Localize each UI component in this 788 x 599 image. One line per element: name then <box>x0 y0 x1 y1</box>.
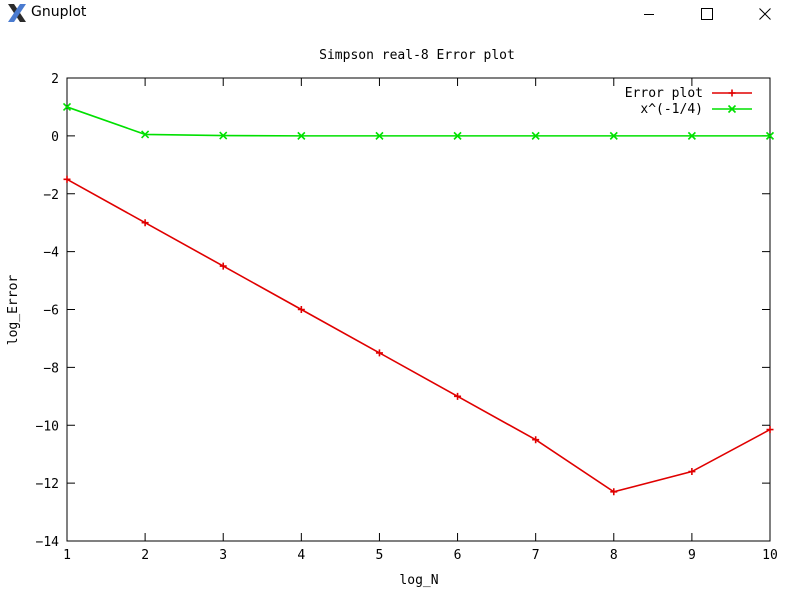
y-axis-label: log_Error <box>6 275 21 346</box>
window-titlebar: Gnuplot <box>0 0 788 28</box>
series-1-point <box>688 468 696 476</box>
series-line-1 <box>66 178 771 493</box>
gnuplot-logo-icon <box>8 4 26 22</box>
series-2-point <box>62 102 72 112</box>
series-1-point <box>141 219 149 227</box>
x-tick-label: 8 <box>610 548 618 563</box>
series-2-point <box>687 131 696 140</box>
y-tick-label: −10 <box>36 419 59 434</box>
series-group <box>62 102 775 496</box>
series-2-point <box>765 131 775 140</box>
x-tick-label: 3 <box>219 548 227 563</box>
x-axis-label: log_N <box>399 573 438 588</box>
series-1-point <box>766 426 774 434</box>
plot-area: Simpson real-8 Error plot log_N log_Erro… <box>0 28 788 595</box>
y-tick-label: −14 <box>36 535 60 550</box>
legend-label-2: x^(-1/4) <box>640 102 703 117</box>
x-tick-label: 10 <box>762 548 778 563</box>
legend-marker-2 <box>727 104 737 114</box>
maximize-button[interactable] <box>684 0 730 28</box>
legend-marker-1 <box>728 89 736 97</box>
series-2-point <box>375 131 384 140</box>
y-tick-label: −12 <box>36 477 59 492</box>
maximize-icon <box>701 8 713 20</box>
chart-title: Simpson real-8 Error plot <box>319 48 515 63</box>
legend-label-1: Error plot <box>625 86 703 101</box>
series-2-point <box>219 131 228 140</box>
x-tick-label: 7 <box>532 548 540 563</box>
series-line-2 <box>66 106 770 137</box>
y-tick-label: −2 <box>43 188 59 203</box>
series-1-point <box>532 436 540 444</box>
series-1-point <box>454 392 462 400</box>
x-tick-label: 6 <box>454 548 462 563</box>
plot-frame <box>66 77 771 542</box>
series-1-point <box>63 175 71 183</box>
x-tick-label: 4 <box>297 548 305 563</box>
series-1-point <box>297 306 305 313</box>
y-tick-label: 2 <box>51 72 59 87</box>
series-2-point <box>297 131 306 140</box>
y-tick-label: 0 <box>51 130 59 145</box>
x-tick-label: 1 <box>63 548 71 563</box>
series-2-point <box>609 131 618 140</box>
error-plot-chart: Simpson real-8 Error plot log_N log_Erro… <box>6 48 778 588</box>
series-1-point <box>219 262 227 270</box>
series-2-point <box>141 130 150 139</box>
window-title: Gnuplot <box>31 4 87 20</box>
minimize-icon <box>644 14 654 15</box>
close-icon <box>759 8 771 20</box>
axis-ticks: −14 −12 −10 −8 −6 −4 −2 0 2 1 2 3 4 5 6 7 8 9 10 <box>36 72 778 563</box>
close-button[interactable] <box>742 0 788 28</box>
x-tick-label: 2 <box>141 548 149 563</box>
x-tick-label: 9 <box>688 548 696 563</box>
y-tick-label: −4 <box>43 246 59 261</box>
y-tick-label: −8 <box>43 361 59 376</box>
series-2-point <box>531 131 540 140</box>
series-1-point <box>610 488 618 496</box>
series-2-point <box>453 131 462 140</box>
y-tick-label: −6 <box>43 304 59 319</box>
x-tick-label: 5 <box>376 548 384 563</box>
minimize-button[interactable] <box>626 0 672 28</box>
series-1-point <box>375 349 383 357</box>
